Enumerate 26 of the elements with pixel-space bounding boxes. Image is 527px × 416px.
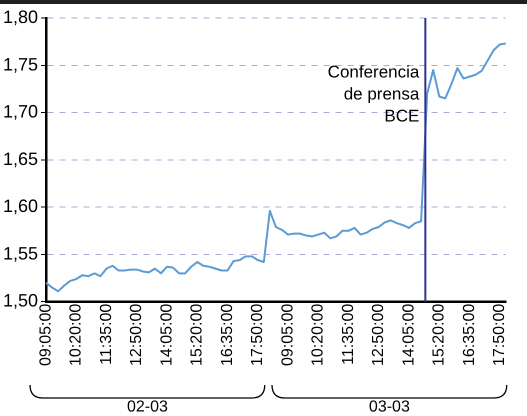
x-tick-label: 15:20:00 bbox=[188, 304, 206, 366]
x-tick-label: 16:35:00 bbox=[218, 304, 236, 366]
x-tick-label: 12:50:00 bbox=[128, 304, 146, 366]
x-tick-label: 09:05:00 bbox=[37, 304, 54, 366]
y-tick-label: 1,60 bbox=[2, 196, 38, 216]
text: 02-03 bbox=[126, 398, 168, 416]
x-tick-label: 12:50:00 bbox=[370, 304, 388, 366]
y-tick-label: 1,50 bbox=[2, 290, 38, 311]
y-tick-label: 1,75 bbox=[2, 54, 38, 74]
annotation: Conferencia de prensa BCE bbox=[328, 62, 420, 126]
x-tick-label: 17:50:00 bbox=[249, 304, 266, 366]
x-tick-label: 11:35:00 bbox=[340, 304, 357, 365]
x-tick-label: 11:35:00 bbox=[98, 304, 115, 365]
x-tick-label: 15:20:00 bbox=[430, 304, 448, 366]
x-tick-label: 10:20:00 bbox=[310, 304, 327, 366]
y-tick-label: 1,70 bbox=[2, 102, 38, 122]
y-tick-label: 1,55 bbox=[2, 243, 38, 264]
y-tick-label: 1,65 bbox=[2, 148, 38, 169]
x-tick-label: 14:05:00 bbox=[400, 304, 418, 366]
y-tick-label: 1,80 bbox=[2, 6, 38, 27]
x-tick-label: 16:35:00 bbox=[460, 304, 478, 366]
x-tick-label: 09:05:00 bbox=[279, 304, 296, 366]
text: 03-03 bbox=[368, 398, 410, 416]
x-tick-label: 14:05:00 bbox=[158, 304, 176, 366]
x-tick-label: 17:50:00 bbox=[491, 304, 508, 366]
x-tick-label: 10:20:00 bbox=[68, 304, 85, 366]
